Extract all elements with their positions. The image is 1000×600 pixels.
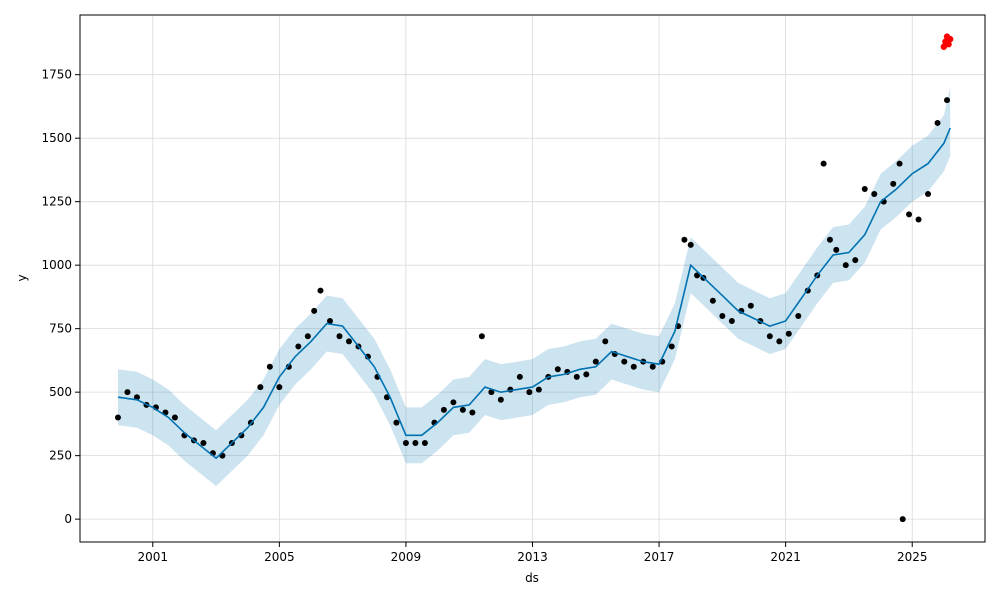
y-tick-label: 0 xyxy=(64,512,72,526)
observed-point xyxy=(915,216,922,223)
observed-point xyxy=(497,396,504,403)
observed-point xyxy=(345,338,352,345)
observed-point xyxy=(311,307,318,314)
observed-point xyxy=(766,333,773,340)
observed-point xyxy=(285,363,292,370)
y-tick-label: 1000 xyxy=(41,258,72,272)
x-tick-label: 2017 xyxy=(644,550,675,564)
observed-point xyxy=(896,160,903,167)
x-tick-label: 2025 xyxy=(897,550,928,564)
outlier-point xyxy=(899,516,906,523)
observed-point xyxy=(412,439,419,446)
observed-point xyxy=(795,312,802,319)
observed-point xyxy=(681,236,688,243)
observed-point xyxy=(336,333,343,340)
y-tick-label: 1250 xyxy=(41,195,72,209)
observed-point xyxy=(276,384,283,391)
uncertainty-band xyxy=(118,87,951,487)
observed-point xyxy=(852,257,859,264)
observed-point xyxy=(364,353,371,360)
observed-point xyxy=(820,160,827,167)
observed-point xyxy=(687,241,694,248)
observed-point xyxy=(890,180,897,187)
x-axis-label: ds xyxy=(525,571,539,585)
observed-point xyxy=(719,312,726,319)
observed-point xyxy=(826,236,833,243)
observed-point xyxy=(833,246,840,253)
observed-point xyxy=(649,363,656,370)
observed-point xyxy=(944,97,951,104)
recent-highlight-point xyxy=(945,41,952,48)
observed-point xyxy=(925,191,932,198)
y-tick-label: 500 xyxy=(49,385,72,399)
x-tick-label: 2013 xyxy=(517,550,548,564)
x-tick-label: 2009 xyxy=(391,550,422,564)
observed-point xyxy=(238,432,245,439)
observed-point xyxy=(295,343,302,350)
observed-point xyxy=(906,211,913,218)
observed-point xyxy=(326,318,333,325)
forecast-line xyxy=(117,127,951,460)
observed-point xyxy=(934,119,941,126)
observed-point xyxy=(393,419,400,426)
observed-point xyxy=(861,185,868,192)
tick-labels: 2001 2005 2009 2013 2017 2021 2025 0 250 500 750 10… xyxy=(41,68,927,564)
observed-point xyxy=(630,363,637,370)
observed-point xyxy=(124,389,131,396)
observed-point xyxy=(709,297,716,304)
recent-highlight-point xyxy=(946,35,954,43)
observed-point xyxy=(535,386,542,393)
observed-point xyxy=(554,366,561,373)
observed-point xyxy=(133,394,140,401)
y-tick-label: 750 xyxy=(49,322,72,336)
observed-point xyxy=(317,287,324,294)
y-tick-label: 1500 xyxy=(41,131,72,145)
recent-highlight-point xyxy=(940,43,948,50)
y-tick-label: 1750 xyxy=(41,68,72,82)
x-tick-label: 2001 xyxy=(138,550,169,564)
observed-point xyxy=(171,414,178,421)
observed-point xyxy=(621,358,628,365)
observed-point xyxy=(200,439,207,446)
observed-point xyxy=(785,330,792,337)
observed-point xyxy=(304,333,311,340)
observed-point xyxy=(747,302,754,309)
observed-point xyxy=(421,439,428,446)
uncertainty-interval-area xyxy=(118,87,951,487)
y-axis-label: y xyxy=(15,274,29,281)
observed-point xyxy=(526,389,533,396)
forecast-line-group xyxy=(117,127,951,460)
observed-point xyxy=(114,414,121,421)
observed-point xyxy=(266,363,273,370)
observed-point xyxy=(842,262,849,269)
observed-point xyxy=(776,338,783,345)
observed-point xyxy=(459,406,466,413)
observed-point xyxy=(583,371,590,378)
y-tick-label: 250 xyxy=(49,449,72,463)
observed-point xyxy=(450,399,457,406)
observed-point xyxy=(871,191,878,198)
observed-point xyxy=(516,373,523,380)
axes xyxy=(75,14,986,547)
x-tick-label: 2005 xyxy=(264,550,295,564)
observed-point xyxy=(488,389,495,396)
observed-point xyxy=(469,409,476,416)
observed-point xyxy=(402,439,409,446)
observed-point xyxy=(573,373,580,380)
observed-point xyxy=(668,343,675,350)
x-tick-label: 2021 xyxy=(770,550,801,564)
observed-point xyxy=(592,358,599,365)
grid-lines xyxy=(80,15,985,542)
observed-point xyxy=(440,406,447,413)
observed-point xyxy=(478,333,485,340)
observed-point xyxy=(257,384,264,391)
observed-point xyxy=(602,338,609,345)
observed-point xyxy=(728,318,735,325)
